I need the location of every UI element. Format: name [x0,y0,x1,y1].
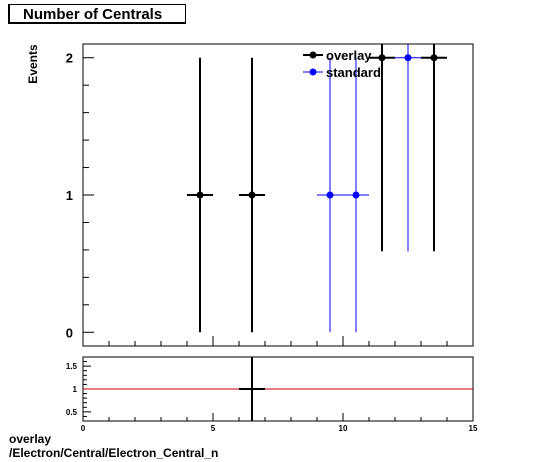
data-point-standard [343,57,369,333]
legend-entry-standard: standard [303,65,381,80]
main-plot-border [82,43,474,347]
marker [248,191,256,199]
marker [378,54,386,62]
main-plot-frame [82,43,474,347]
ratio-data-point [239,357,265,421]
ratio-plot-axes: 0 5 10 15 0.5 1 1.5 [66,361,478,433]
chart-title-box: Number of Centrals [8,4,186,24]
data-point-standard [395,44,421,252]
data-point-overlay [187,57,213,333]
marker [404,54,412,62]
data-point-overlay [239,57,265,333]
footer-label: overlay [9,432,52,446]
marker [430,54,438,62]
footer-path: /Electron/Central/Electron_Central_n [9,446,219,460]
ratio-y-tick-label: 1 [73,385,78,394]
marker [326,191,334,199]
main-y-tick-label: 0 [66,325,73,340]
legend-entry-overlay: overlay [303,48,372,63]
ratio-x-tick-label: 0 [81,424,86,433]
marker [196,191,204,199]
chart-title: Number of Centrals [23,6,163,23]
main-plot-axes: 0 1 2 Events [26,44,474,346]
legend: overlay standard [303,48,381,80]
ratio-x-tick-label: 15 [469,424,478,433]
legend-marker [309,68,317,76]
legend-marker [309,51,317,59]
legend-label: standard [326,65,381,80]
ratio-plot-marks [83,357,473,421]
ratio-y-tick-label: 0.5 [66,408,78,417]
data-point-overlay [421,44,447,252]
data-point-overlay [369,44,395,252]
main-y-axis-label: Events [26,44,40,84]
main-y-tick-label: 2 [66,51,73,66]
legend-label: overlay [326,48,372,63]
data-point-standard [317,57,343,333]
main-plot-marks [187,44,447,333]
main-y-tick-label: 1 [66,188,73,203]
marker [352,191,360,199]
ratio-y-tick-label: 1.5 [66,362,78,371]
ratio-x-tick-label: 10 [339,424,348,433]
ratio-x-tick-label: 5 [211,424,216,433]
